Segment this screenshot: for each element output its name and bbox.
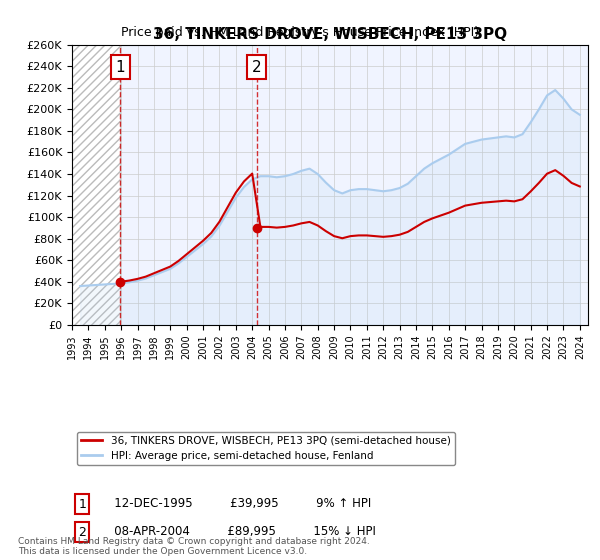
Title: 36, TINKERS DROVE, WISBECH, PE13 3PQ: 36, TINKERS DROVE, WISBECH, PE13 3PQ (153, 27, 507, 42)
Text: Price paid vs. HM Land Registry's House Price Index (HPI): Price paid vs. HM Land Registry's House … (121, 26, 479, 39)
Legend: 36, TINKERS DROVE, WISBECH, PE13 3PQ (semi-detached house), HPI: Average price, : 36, TINKERS DROVE, WISBECH, PE13 3PQ (se… (77, 432, 455, 465)
Text: 12-DEC-1995          £39,995          9% ↑ HPI: 12-DEC-1995 £39,995 9% ↑ HPI (103, 497, 371, 511)
Text: 08-APR-2004          £89,995          15% ↓ HPI: 08-APR-2004 £89,995 15% ↓ HPI (103, 525, 376, 539)
Text: 1: 1 (79, 497, 86, 511)
Text: 2: 2 (252, 60, 262, 74)
Text: 1: 1 (116, 60, 125, 74)
Text: 2: 2 (79, 525, 86, 539)
Text: Contains HM Land Registry data © Crown copyright and database right 2024.
This d: Contains HM Land Registry data © Crown c… (18, 537, 370, 557)
